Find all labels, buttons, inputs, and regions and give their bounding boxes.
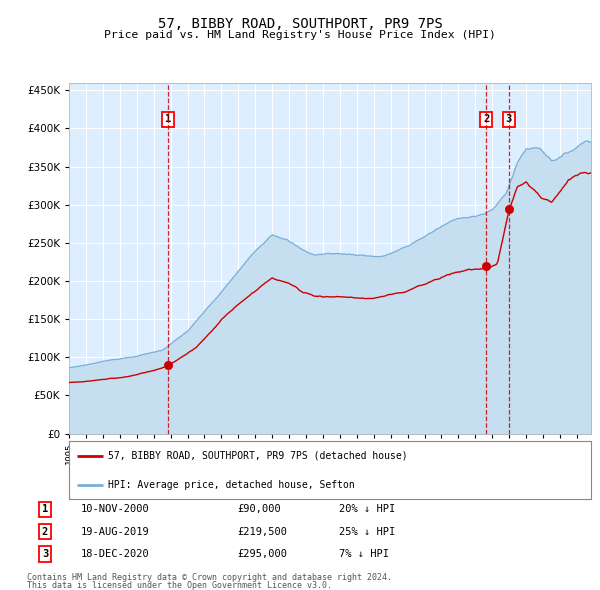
Text: 1: 1 — [165, 114, 172, 124]
Text: 2: 2 — [483, 114, 489, 124]
Text: 10-NOV-2000: 10-NOV-2000 — [81, 504, 150, 514]
Text: 57, BIBBY ROAD, SOUTHPORT, PR9 7PS (detached house): 57, BIBBY ROAD, SOUTHPORT, PR9 7PS (deta… — [108, 451, 408, 461]
Text: 18-DEC-2020: 18-DEC-2020 — [81, 549, 150, 559]
Text: 20% ↓ HPI: 20% ↓ HPI — [339, 504, 395, 514]
Text: £219,500: £219,500 — [237, 527, 287, 536]
Text: Contains HM Land Registry data © Crown copyright and database right 2024.: Contains HM Land Registry data © Crown c… — [27, 572, 392, 582]
Text: Price paid vs. HM Land Registry's House Price Index (HPI): Price paid vs. HM Land Registry's House … — [104, 30, 496, 40]
Text: HPI: Average price, detached house, Sefton: HPI: Average price, detached house, Seft… — [108, 480, 355, 490]
Text: 25% ↓ HPI: 25% ↓ HPI — [339, 527, 395, 536]
Text: 57, BIBBY ROAD, SOUTHPORT, PR9 7PS: 57, BIBBY ROAD, SOUTHPORT, PR9 7PS — [158, 17, 442, 31]
Text: 19-AUG-2019: 19-AUG-2019 — [81, 527, 150, 536]
Text: 1: 1 — [42, 504, 48, 514]
Text: 7% ↓ HPI: 7% ↓ HPI — [339, 549, 389, 559]
Text: 3: 3 — [42, 549, 48, 559]
Text: £90,000: £90,000 — [237, 504, 281, 514]
Text: 3: 3 — [505, 114, 512, 124]
Text: 2: 2 — [42, 527, 48, 536]
Text: £295,000: £295,000 — [237, 549, 287, 559]
Text: This data is licensed under the Open Government Licence v3.0.: This data is licensed under the Open Gov… — [27, 581, 332, 590]
